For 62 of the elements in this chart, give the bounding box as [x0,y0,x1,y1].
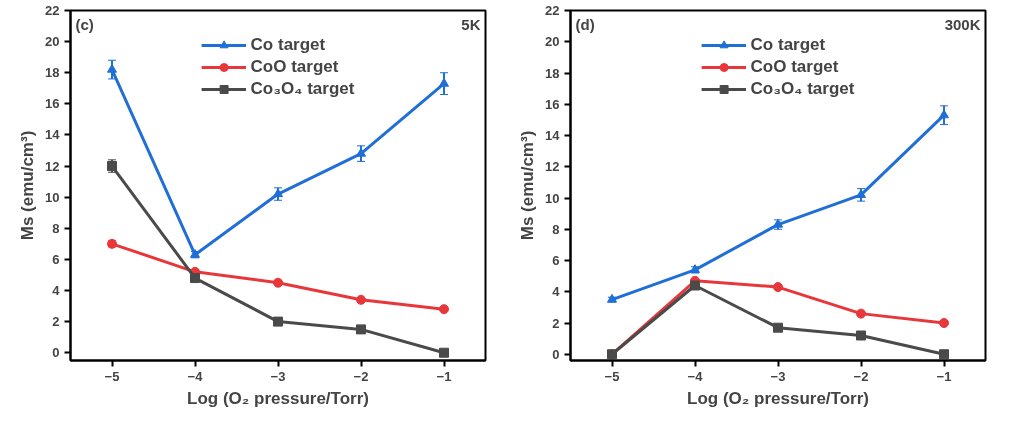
point [273,316,283,327]
x-tick-label: −2 [853,368,869,384]
point [439,347,449,358]
point [356,324,366,335]
legend-label: Co target [750,35,826,55]
point [690,280,700,291]
y-tick-label: 6 [552,253,560,268]
x-axis-title: Log (O₂ pressure/Torr) [187,388,369,408]
annotation: 300K [944,15,981,33]
point [939,349,949,360]
y-tick-label: 14 [45,127,61,143]
y-tick-label: 22 [545,3,560,18]
y-tick-label: 0 [552,346,560,362]
legend-label: CoO target [250,57,339,77]
x-tick-label: −5 [104,368,120,384]
point [939,318,949,328]
y-tick-label: 20 [545,34,560,50]
annotation: (d) [575,15,595,33]
y-tick-label: 16 [545,96,560,112]
y-tick-label: 20 [45,34,60,50]
y-tick-label: 10 [545,190,560,206]
point [773,282,783,293]
y-tick-label: 8 [552,221,560,237]
x-tick-label: −5 [604,368,620,384]
x-tick-label: −2 [353,368,369,384]
legend-label: Co₃O₄ target [750,79,855,99]
x-tick-label: −3 [770,368,786,384]
y-tick-label: 8 [52,220,60,236]
x-axis-title: Log (O₂ pressure/Torr) [687,388,869,408]
y-axis-title: Ms (emu/cm³) [518,130,538,241]
legend-label: Co target [250,35,326,55]
y-tick-label: 14 [545,128,561,143]
x-tick-label: −1 [436,368,452,384]
y-tick-label: 12 [45,158,60,174]
y-tick-label: 16 [45,96,60,112]
y-tick-label: 18 [545,65,560,81]
y-tick-label: 4 [52,283,61,298]
y-tick-label: 10 [45,189,60,205]
legend-label: CoO target [750,57,839,77]
y-axis-title: Ms (emu/cm³) [18,130,38,241]
y-tick-label: 4 [552,284,561,300]
point [356,294,366,305]
x-tick-label: −4 [187,368,204,384]
point [856,330,866,341]
annotation: 5K [461,15,481,33]
y-tick-label: 22 [45,3,60,18]
y-tick-label: 2 [552,315,560,331]
point [273,277,283,288]
y-tick-label: 12 [545,159,560,175]
y-tick-label: 0 [52,345,60,361]
y-tick-label: 2 [52,314,60,330]
x-tick-label: −4 [687,368,704,384]
x-tick-label: −1 [936,368,952,384]
point [773,322,783,333]
point [856,308,866,319]
point [439,304,449,315]
point [190,273,200,284]
y-tick-label: 6 [52,251,60,267]
legend-label: Co₃O₄ target [250,79,355,99]
y-tick-label: 18 [45,65,60,81]
annotation: (c) [75,15,94,33]
x-tick-label: −3 [270,368,286,384]
